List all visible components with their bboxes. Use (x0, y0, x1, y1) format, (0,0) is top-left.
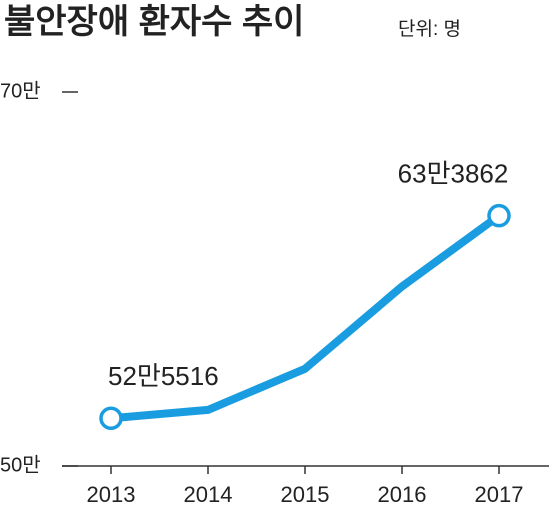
data-label: 52만5516 (108, 361, 219, 391)
data-point (487, 203, 511, 228)
data-line (107, 211, 503, 423)
data-point (99, 406, 123, 431)
y-tick-label: 50만 (0, 453, 41, 476)
data-label: 63만3862 (398, 159, 509, 189)
x-tick-label: 2017 (475, 482, 524, 507)
chart-subtitle: 단위: 명 (398, 18, 461, 40)
chart-title: 불안장애 환자수 추이 (4, 3, 304, 41)
x-tick-label: 2013 (87, 482, 136, 507)
x-tick-label: 2014 (184, 482, 233, 507)
y-tick-label: 70만 (0, 79, 41, 102)
x-tick-label: 2015 (281, 482, 330, 507)
x-tick-label: 2016 (378, 482, 427, 507)
